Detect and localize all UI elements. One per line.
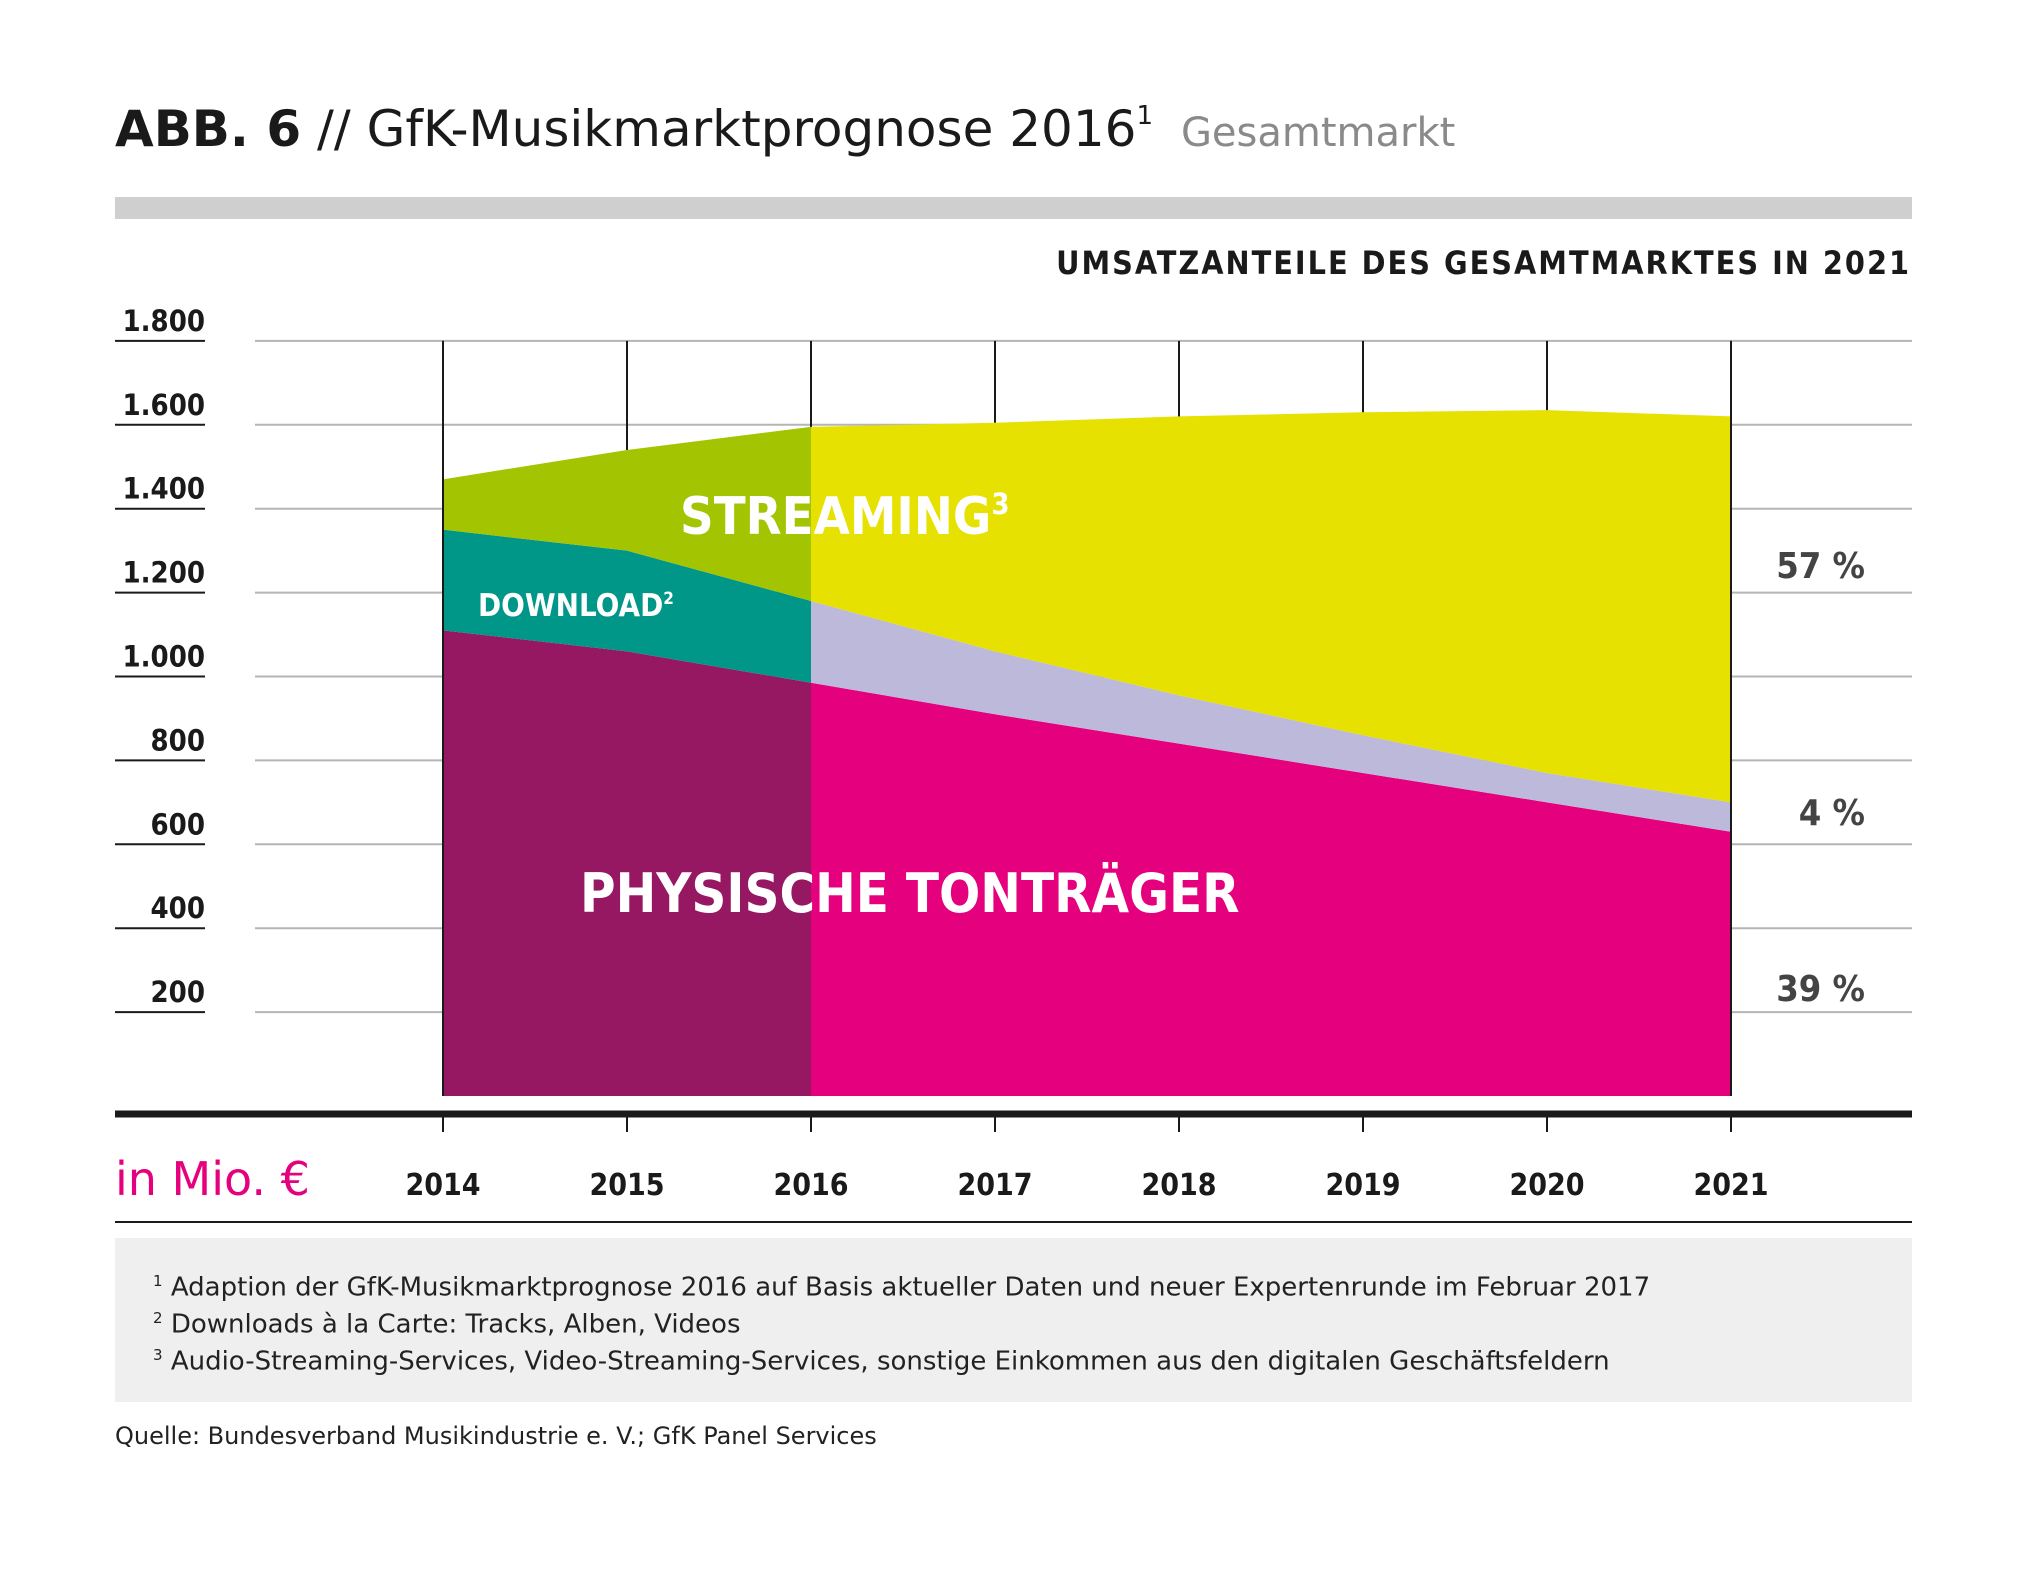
x-tick-label: 2017 <box>957 1168 1032 1203</box>
y-tick-label: 600 <box>151 807 205 841</box>
x-tick-label: 2018 <box>1141 1168 1216 1203</box>
area-physische-tontr-ger-actual <box>443 630 811 1096</box>
y-tick-label: 800 <box>151 723 205 757</box>
title-text: // GfK-Musikmarktprognose 2016 <box>317 100 1137 158</box>
x-tick-label: 2016 <box>773 1168 848 1203</box>
y-tick-label: 200 <box>151 975 205 1009</box>
series-label: PHYSISCHE TONTRÄGER <box>580 862 1240 925</box>
area-download-actual <box>443 529 811 683</box>
area-streaming-actual <box>443 426 811 601</box>
series-label: STREAMING3 <box>680 487 1009 547</box>
share-label: 57 % <box>1776 546 1865 587</box>
y-tick-label: 1.600 <box>122 388 205 422</box>
title-footnote-mark: 1 <box>1136 101 1154 131</box>
area-streaming-forecast <box>811 410 1731 803</box>
y-tick-label: 1.200 <box>122 556 205 590</box>
y-tick-label: 1.000 <box>122 640 205 674</box>
share-heading: UMSATZANTEILE DES GESAMTMARKTES IN 2021 <box>1056 244 1911 282</box>
x-tick-label: 2015 <box>589 1168 664 1203</box>
x-tick-label: 2014 <box>405 1168 480 1203</box>
unit-label: in Mio. € <box>115 1152 310 1206</box>
series-label: DOWNLOAD2 <box>478 588 674 624</box>
source-note: Quelle: Bundesverband Musikindustrie e. … <box>115 1422 877 1450</box>
series-label-sup: 3 <box>991 487 1009 521</box>
y-tick-label: 400 <box>151 891 205 925</box>
chart-subtitle: Gesamtmarkt <box>1180 110 1456 156</box>
title-divider-bar <box>115 197 1912 219</box>
x-tick-label: 2019 <box>1325 1168 1400 1203</box>
footnote-1: 1 Adaption der GfK-Musikmarktprognose 20… <box>153 1272 1651 1303</box>
x-tick-label: 2020 <box>1509 1168 1584 1203</box>
share-label: 4 % <box>1799 793 1865 834</box>
y-tick-label: 1.800 <box>122 304 205 338</box>
chart-title: ABB. 6 // GfK-Musikmarktprognose 20161 G… <box>115 100 1455 158</box>
area-physische-tontr-ger-forecast <box>811 682 1731 1096</box>
footnotes-box: 1 Adaption der GfK-Musikmarktprognose 20… <box>115 1238 1912 1402</box>
x-tick-label: 2021 <box>1693 1168 1768 1203</box>
footnote-3: 3 Audio-Streaming-Services, Video-Stream… <box>153 1346 1610 1377</box>
area-download-forecast <box>811 600 1731 832</box>
series-label-sup: 2 <box>663 589 674 609</box>
footnote-2: 2 Downloads à la Carte: Tracks, Alben, V… <box>153 1309 741 1340</box>
share-label: 39 % <box>1776 969 1865 1010</box>
figure-number: ABB. 6 <box>115 100 302 158</box>
y-tick-label: 1.400 <box>122 472 205 506</box>
